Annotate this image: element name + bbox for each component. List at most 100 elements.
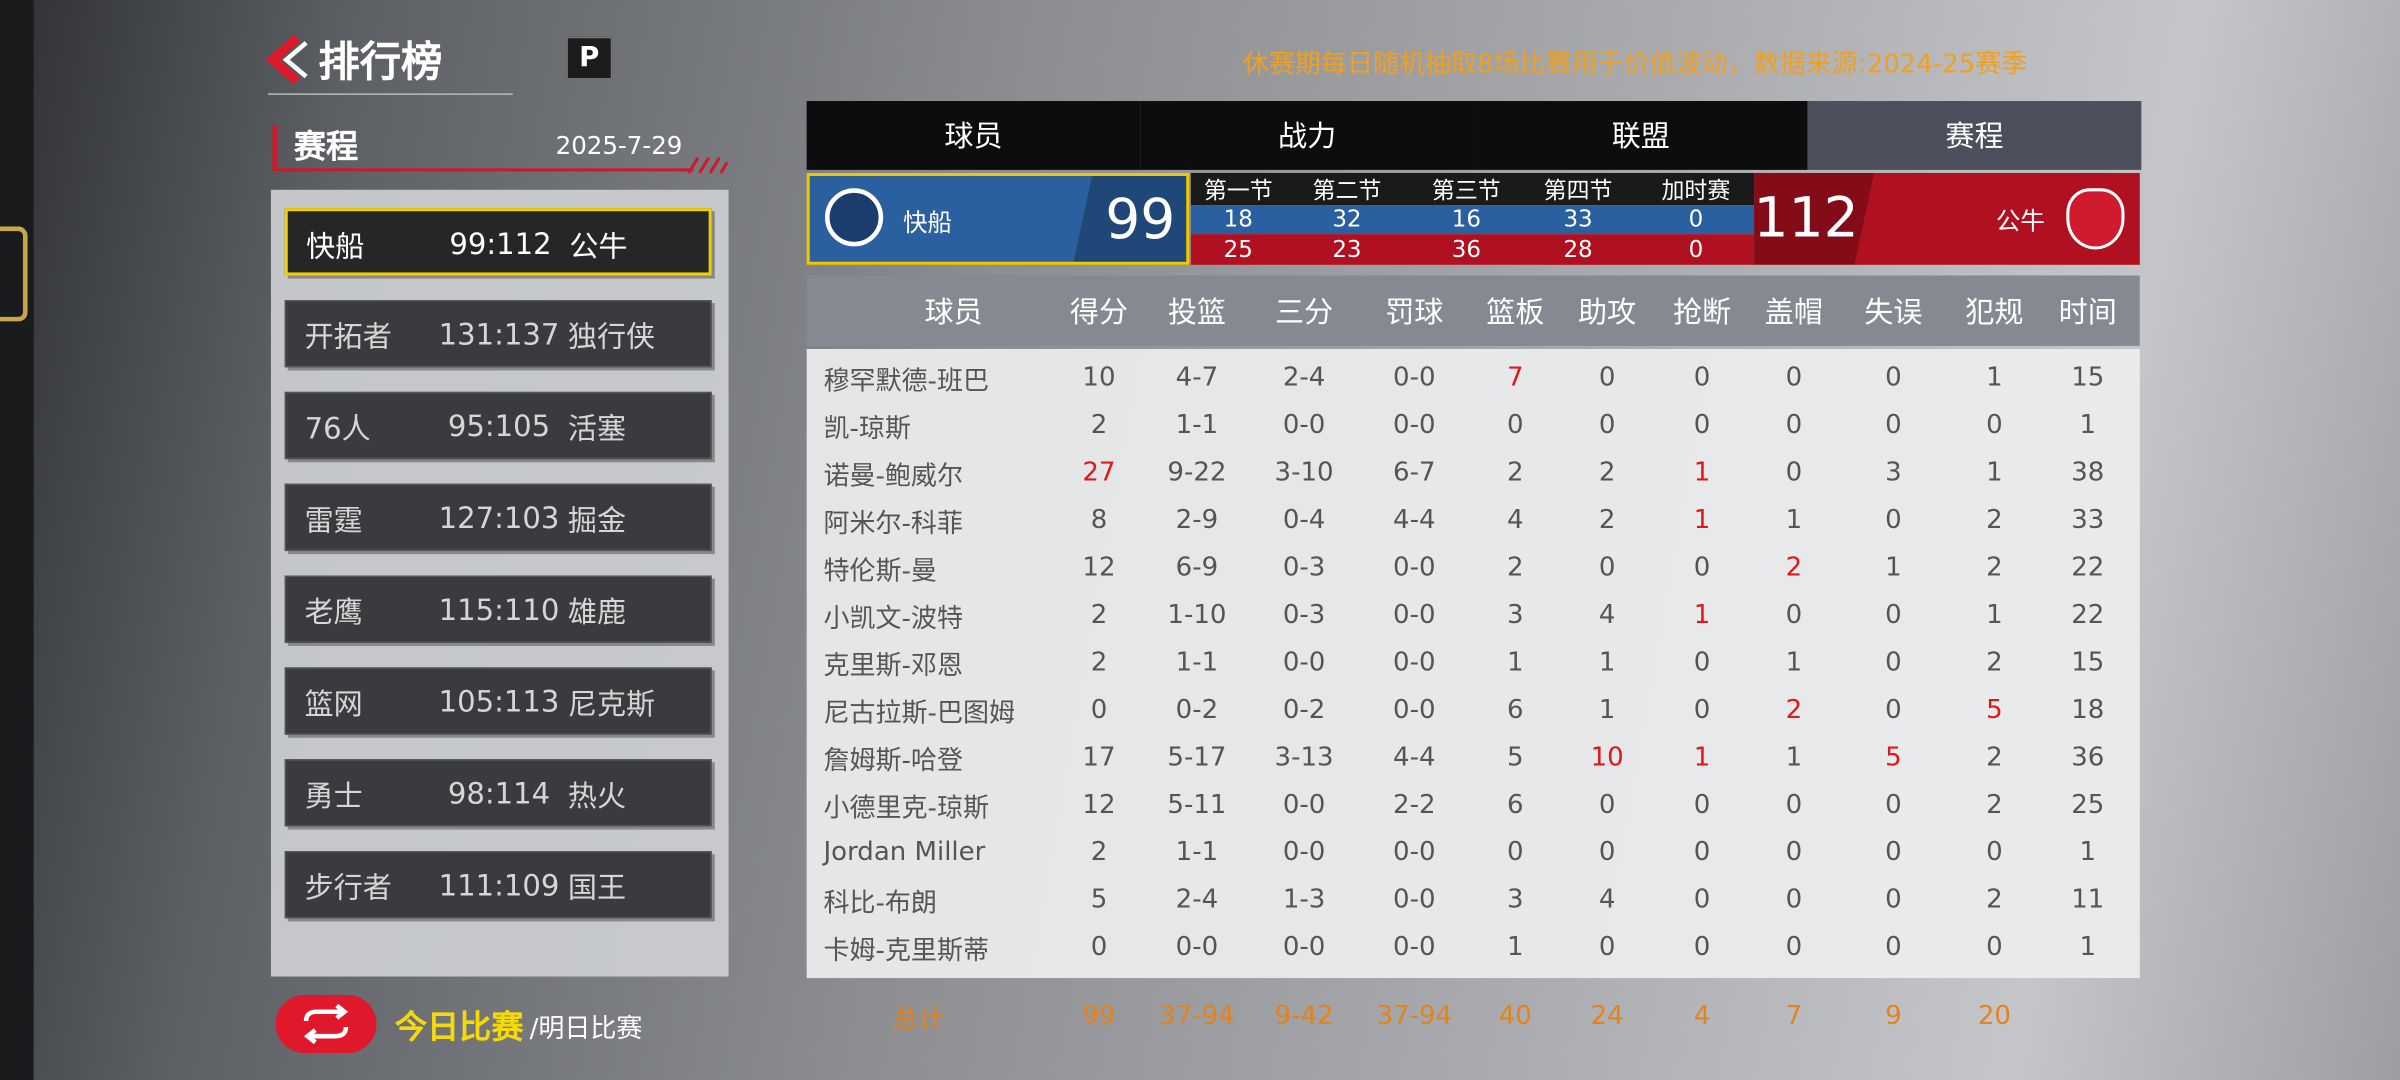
stat-cell: 2 <box>1090 599 1108 631</box>
stat-cell: 9-22 <box>1167 457 1227 489</box>
away-team: 掘金 <box>567 504 627 539</box>
stat-cell: 0 <box>1885 837 1902 868</box>
column-header: 失误 <box>1864 296 1923 330</box>
stat-cell: 2 <box>1090 647 1108 679</box>
game-score: 111:109 <box>438 869 560 904</box>
stat-cell: 1 <box>1785 505 1803 536</box>
game-item[interactable]: 篮网 105:113 尼克斯 <box>284 667 712 735</box>
game-item[interactable]: 快船 99:112 公牛 <box>284 208 712 276</box>
tomorrow-button[interactable]: /明日比赛 <box>529 1014 643 1045</box>
game-item[interactable]: 步行者 111:109 国王 <box>284 851 712 919</box>
column-header: 助攻 <box>1578 296 1637 330</box>
stat-cell: 1 <box>1785 647 1803 679</box>
stat-cell: 18 <box>2071 694 2105 726</box>
game-item[interactable]: 老鹰 115:110 雄鹿 <box>284 575 712 643</box>
tab[interactable]: 球员 <box>806 101 1141 170</box>
game-item[interactable]: 雷霆 127:103 掘金 <box>284 483 712 552</box>
stat-cell: 4 <box>1507 505 1524 536</box>
stat-cell: 0 <box>1885 599 1902 631</box>
game-score: 131:137 <box>438 318 560 353</box>
stat-cell: 0 <box>1885 362 1902 394</box>
home-name: 快船 <box>903 208 953 238</box>
stat-cell: 0 <box>1986 837 2003 868</box>
stat-cell: 0 <box>1598 932 1616 963</box>
tab[interactable]: 战力 <box>1140 101 1474 170</box>
home-logo <box>824 188 884 247</box>
stat-cell: 5 <box>1090 884 1108 916</box>
total-cell: 24 <box>1590 1001 1624 1032</box>
stat-cell: 2 <box>1986 647 2003 679</box>
stat-cell: 2 <box>1090 410 1108 441</box>
stat-cell: 1 <box>1507 932 1524 963</box>
total-cell: 37-94 <box>1376 1001 1453 1032</box>
stat-cell: 0 <box>1885 410 1902 441</box>
period-label: 第一节 <box>1203 176 1273 205</box>
stat-cell: 1 <box>1507 647 1524 679</box>
p-icon[interactable]: P <box>566 36 613 80</box>
period-label: 第三节 <box>1431 176 1501 205</box>
home-team: 步行者 <box>304 871 392 906</box>
away-logo <box>2066 188 2125 250</box>
stat-cell: 6 <box>1507 789 1524 821</box>
stat-cell: 0 <box>1885 932 1902 963</box>
stat-cell: 1-1 <box>1175 647 1219 679</box>
away-period-score: 25 <box>1223 235 1253 264</box>
stat-cell: 0 <box>1693 647 1711 679</box>
stat-cell: 0 <box>1693 789 1711 821</box>
stat-cell: 1 <box>2079 837 2097 868</box>
home-team: 开拓者 <box>304 320 392 355</box>
stat-cell: 0-0 <box>1393 599 1436 631</box>
stat-cell: 2 <box>1598 457 1616 489</box>
stat-cell: 10 <box>1590 742 1624 773</box>
schedule-date: 2025-7-29 <box>555 130 683 160</box>
player-name: 尼古拉斯-巴图姆 <box>823 698 1016 730</box>
home-score: 99 <box>1105 189 1176 252</box>
stat-cell: 15 <box>2071 647 2105 679</box>
column-header: 三分 <box>1274 296 1334 330</box>
stat-cell: 2-4 <box>1175 884 1219 916</box>
stat-cell: 1 <box>1693 505 1711 536</box>
stat-cell: 36 <box>2071 742 2105 773</box>
stat-cell: 0-0 <box>1393 552 1436 584</box>
stat-cell: 3-13 <box>1274 742 1334 773</box>
stat-cell: 0 <box>1693 362 1711 394</box>
game-item[interactable]: 76人 95:105 活塞 <box>284 391 712 460</box>
stat-cell: 0 <box>1598 789 1616 821</box>
period-label: 第四节 <box>1543 176 1613 205</box>
stat-cell: 15 <box>2071 362 2105 394</box>
back-button[interactable] <box>260 34 309 86</box>
stat-cell: 6-9 <box>1175 552 1219 584</box>
stat-cell: 2 <box>1507 457 1524 489</box>
away-name: 公牛 <box>1995 206 2045 236</box>
stat-cell: 2 <box>1090 837 1108 868</box>
title-underline <box>267 93 513 95</box>
stat-cell: 2 <box>1986 552 2003 584</box>
stat-cell: 0 <box>1598 362 1616 394</box>
tab[interactable]: 联盟 <box>1473 101 1808 170</box>
stat-cell: 1 <box>1885 552 1902 584</box>
section-title: 赛程 <box>293 128 359 166</box>
left-edge <box>0 0 34 1080</box>
column-header: 盖帽 <box>1764 296 1823 330</box>
player-name: 卡姆-克里斯蒂 <box>823 935 989 967</box>
stat-cell: 0-2 <box>1282 694 1326 726</box>
stat-cell: 7 <box>1507 362 1524 394</box>
stat-cell: 0-0 <box>1282 789 1326 821</box>
stat-cell: 3 <box>1885 457 1902 489</box>
stat-cell: 0 <box>1693 932 1711 963</box>
total-cell: 9 <box>1885 1001 1902 1032</box>
stat-cell: 0-0 <box>1282 837 1326 868</box>
stat-cell: 22 <box>2071 599 2105 631</box>
today-button[interactable]: 今日比赛 <box>394 1008 524 1046</box>
tab[interactable]: 赛程 <box>1807 101 2142 170</box>
switch-button[interactable] <box>275 994 377 1054</box>
column-header: 犯规 <box>1965 296 2024 330</box>
column-header: 抢断 <box>1672 296 1732 330</box>
stat-cell: 0 <box>1885 789 1902 821</box>
total-cell: 20 <box>1977 1001 2011 1032</box>
game-item[interactable]: 开拓者 131:137 独行侠 <box>284 299 712 368</box>
stat-cell: 0-0 <box>1393 362 1436 394</box>
game-item[interactable]: 勇士 98:114 热火 <box>284 759 712 827</box>
stat-cell: 6 <box>1507 694 1524 726</box>
